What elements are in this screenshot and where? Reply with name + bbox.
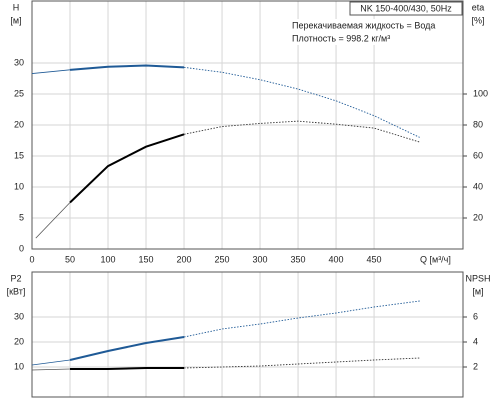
y-tick-label: 30 xyxy=(14,311,24,321)
annotation: Плотность = 998.2 кг/м³ xyxy=(292,33,390,43)
curve xyxy=(183,300,420,338)
y-axis-unit: [кВт] xyxy=(7,286,26,296)
y-axis-label: P2 xyxy=(10,273,21,283)
plot-frame xyxy=(31,0,464,250)
y2-axis-label: eta xyxy=(472,2,485,12)
curve xyxy=(70,367,185,370)
y-tick-label: 15 xyxy=(14,150,24,160)
x-tick-label: 300 xyxy=(253,254,268,264)
y2-axis-unit: [%] xyxy=(471,15,484,25)
y-tick-label: 25 xyxy=(14,88,24,98)
curve xyxy=(184,357,420,369)
x-tick-label: 50 xyxy=(65,254,75,264)
y-tick-label: 30 xyxy=(14,57,24,67)
y-axis-unit: [м] xyxy=(10,15,21,25)
x-axis-label: Q [м³/ч] xyxy=(420,254,451,264)
x-tick-label: 100 xyxy=(100,254,115,264)
y2-axis-label: NPSH xyxy=(465,273,490,283)
chart-title: NK 150-400/430, 50Hz xyxy=(360,3,452,13)
x-tick-label: 150 xyxy=(139,254,154,264)
curve xyxy=(183,120,420,143)
y-tick-label: 10 xyxy=(14,181,24,191)
y2-tick-label: 6 xyxy=(473,311,478,321)
x-tick-label: 450 xyxy=(367,254,382,264)
plot-frame xyxy=(31,271,464,398)
y2-tick-label: 60 xyxy=(473,150,483,160)
curve xyxy=(35,202,71,239)
x-tick-label: 250 xyxy=(215,254,230,264)
curve xyxy=(31,359,71,366)
y2-tick-label: 40 xyxy=(473,181,483,191)
y-tick-label: 5 xyxy=(19,212,24,222)
y2-tick-label: 20 xyxy=(473,212,483,222)
y2-tick-label: 4 xyxy=(473,336,478,346)
y-axis-label: H xyxy=(13,2,20,12)
curve xyxy=(69,336,185,361)
y2-tick-label: 2 xyxy=(473,361,478,371)
title-box xyxy=(349,1,463,16)
annotation-bg xyxy=(289,32,459,45)
curve xyxy=(69,133,185,204)
x-tick-label: 0 xyxy=(29,254,34,264)
curve xyxy=(31,368,71,371)
y-tick-label: 20 xyxy=(14,119,24,129)
y-tick-label: 10 xyxy=(14,361,24,371)
y-tick-label: 0 xyxy=(19,243,24,253)
annotation: Перекачиваемая жидкость = Вода xyxy=(292,20,435,30)
y2-axis-unit: [м] xyxy=(472,286,483,296)
y-tick-label: 20 xyxy=(14,336,24,346)
curve xyxy=(31,69,71,74)
x-tick-label: 350 xyxy=(291,254,306,264)
annotation-bg xyxy=(289,19,459,32)
y2-tick-label: 100 xyxy=(473,88,488,98)
y2-tick-label: 80 xyxy=(473,119,483,129)
curve xyxy=(69,64,185,71)
x-tick-label: 200 xyxy=(177,254,192,264)
x-tick-label: 400 xyxy=(329,254,344,264)
